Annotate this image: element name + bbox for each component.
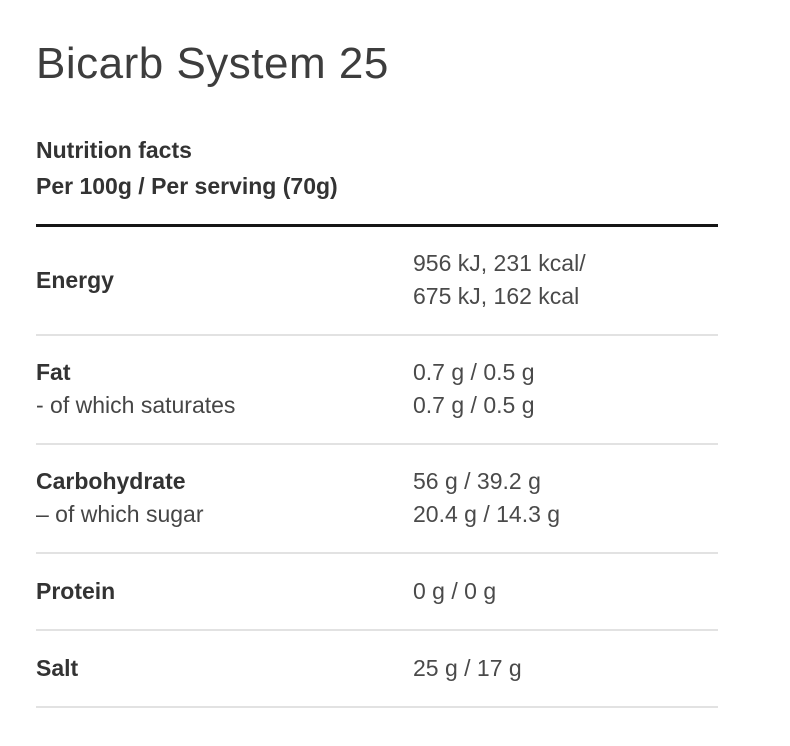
nutrition-facts-header: Nutrition facts Per 100g / Per serving (… (36, 132, 718, 204)
table-row-carbohydrate: Carbohydrate – of which sugar 56 g / 39.… (36, 445, 718, 554)
row-value-carbohydrate: 56 g / 39.2 g 20.4 g / 14.3 g (413, 465, 718, 531)
nutrition-facts-heading: Nutrition facts (36, 137, 192, 163)
row-value-protein: 0 g / 0 g (413, 578, 497, 604)
nutrition-table: Energy 956 kJ, 231 kcal/ 675 kJ, 162 kca… (36, 224, 718, 708)
row-label-fat: Fat - of which saturates (36, 356, 413, 422)
saturates-label: - of which saturates (36, 392, 236, 418)
table-row-energy: Energy 956 kJ, 231 kcal/ 675 kJ, 162 kca… (36, 227, 718, 336)
page-title: Bicarb System 25 (36, 39, 389, 88)
energy-value-line-1: 956 kJ, 231 kcal/ (413, 250, 586, 276)
table-row-fat: Fat - of which saturates 0.7 g / 0.5 g 0… (36, 336, 718, 445)
energy-value-line-2: 675 kJ, 162 kcal (413, 283, 580, 309)
row-value-salt: 25 g / 17 g (413, 655, 522, 681)
row-value-energy: 956 kJ, 231 kcal/ 675 kJ, 162 kcal (413, 247, 718, 313)
fat-value: 0.7 g / 0.5 g (413, 359, 535, 385)
row-value-fat: 0.7 g / 0.5 g 0.7 g / 0.5 g (413, 356, 718, 422)
row-label-carbohydrate: Carbohydrate – of which sugar (36, 465, 413, 531)
carbohydrate-label: Carbohydrate (36, 468, 186, 494)
fat-label: Fat (36, 359, 71, 385)
sugar-label: – of which sugar (36, 501, 204, 527)
carbohydrate-value: 56 g / 39.2 g (413, 468, 541, 494)
row-label-energy: Energy (36, 266, 114, 293)
saturates-value: 0.7 g / 0.5 g (413, 392, 535, 418)
row-label-protein: Protein (36, 578, 116, 604)
row-label-salt: Salt (36, 655, 79, 681)
table-row-protein: Protein 0 g / 0 g (36, 554, 718, 631)
table-row-salt: Salt 25 g / 17 g (36, 631, 718, 708)
per-serving-subheading: Per 100g / Per serving (70g) (36, 173, 338, 199)
sugar-value: 20.4 g / 14.3 g (413, 501, 561, 527)
